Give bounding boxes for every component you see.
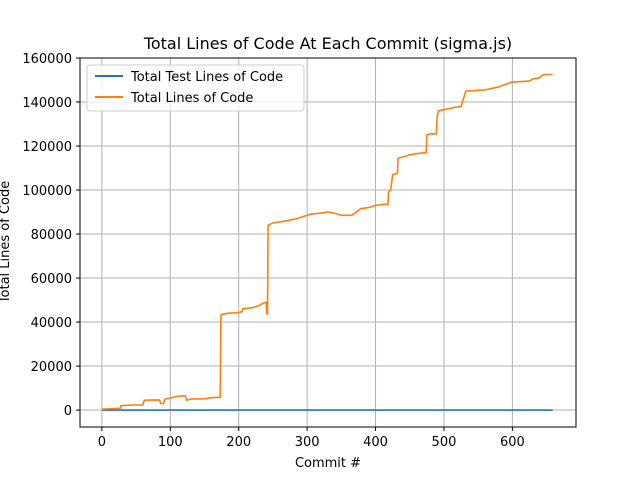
legend: Total Test Lines of Code Total Lines of … bbox=[86, 64, 305, 112]
x-tick-label: 400 bbox=[363, 435, 388, 450]
y-tick-label: 140000 bbox=[22, 96, 72, 111]
axis-ticks: 0 100 200 300 400 500 600 0 20000 40000 60000 80000… bbox=[22, 52, 524, 450]
y-tick-label: 120000 bbox=[22, 140, 72, 155]
y-tick-label: 160000 bbox=[22, 52, 72, 67]
y-tick-label: 100000 bbox=[22, 184, 72, 199]
legend-label-test: Total Test Lines of Code bbox=[130, 70, 283, 85]
plot-area bbox=[80, 58, 576, 427]
y-tick-label: 20000 bbox=[31, 360, 72, 375]
x-tick-label: 200 bbox=[226, 435, 251, 450]
y-tick-label: 60000 bbox=[31, 272, 72, 287]
y-tick-label: 80000 bbox=[31, 228, 72, 243]
legend-label-total: Total Lines of Code bbox=[130, 91, 253, 106]
x-axis-label: Commit # bbox=[295, 456, 361, 471]
x-tick-label: 0 bbox=[98, 435, 106, 450]
y-axis-label: Total Lines of Code bbox=[0, 181, 13, 304]
y-tick-label: 40000 bbox=[31, 316, 72, 331]
series-lines bbox=[101, 73, 553, 411]
x-tick-label: 500 bbox=[432, 435, 457, 450]
x-tick-label: 300 bbox=[295, 435, 320, 450]
legend-box bbox=[86, 64, 305, 112]
chart-title: Total Lines of Code At Each Commit (sigm… bbox=[143, 34, 512, 53]
series-line-total-lines bbox=[101, 73, 553, 410]
plot-frame bbox=[79, 57, 577, 428]
x-tick-label: 600 bbox=[500, 435, 525, 450]
y-tick-label: 0 bbox=[64, 404, 72, 419]
x-tick-label: 100 bbox=[158, 435, 183, 450]
